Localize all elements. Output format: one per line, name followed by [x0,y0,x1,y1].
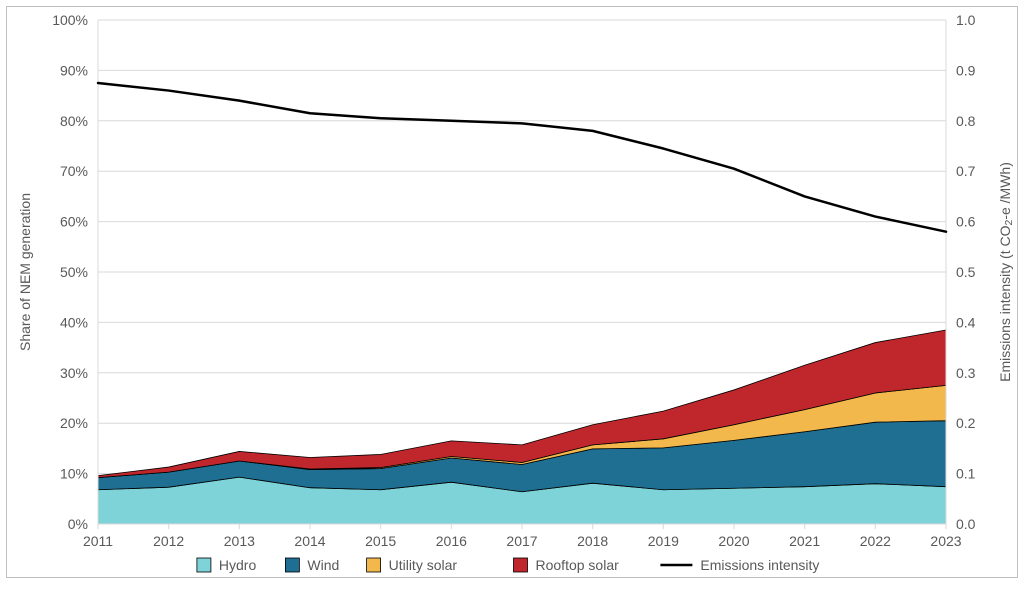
chart-container: 0%10%20%30%40%50%60%70%80%90%100%0.00.10… [0,0,1024,584]
chart-border [6,6,1018,578]
